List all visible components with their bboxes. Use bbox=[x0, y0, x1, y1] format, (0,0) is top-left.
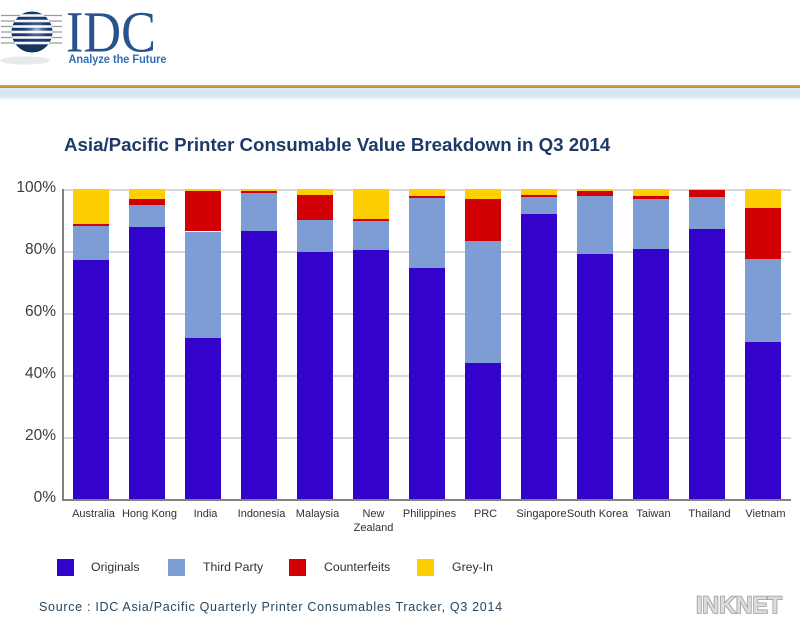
svg-text:Analyze the Future: Analyze the Future bbox=[69, 52, 167, 66]
svg-text:IDC: IDC bbox=[66, 0, 156, 65]
svg-text:INKNET: INKNET bbox=[696, 592, 782, 618]
